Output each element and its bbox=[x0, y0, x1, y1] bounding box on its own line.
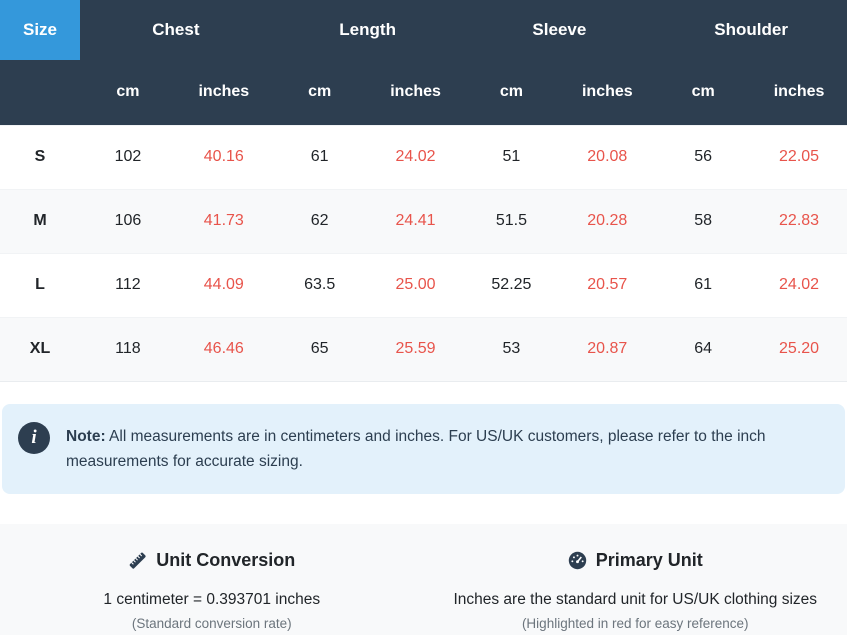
gauge-icon bbox=[568, 551, 587, 570]
sleeve-in-value: 20.28 bbox=[587, 212, 628, 229]
chest-cm-value: 102 bbox=[114, 148, 142, 165]
table-row-xl: XL 118 46.46 65 25.59 53 20.87 64 25.20 bbox=[0, 317, 847, 381]
group-header-chest: Chest bbox=[80, 0, 272, 60]
primary-unit-title-text: Primary Unit bbox=[595, 549, 703, 570]
sleeve-cm-value: 51.5 bbox=[495, 212, 527, 229]
shoulder-cm-value: 61 bbox=[694, 276, 713, 293]
note-body: All measurements are in centimeters and … bbox=[66, 427, 766, 470]
sleeve-cm-value: 52.25 bbox=[491, 276, 532, 293]
size-label: S bbox=[34, 148, 46, 165]
shoulder-in-value: 25.20 bbox=[779, 340, 820, 357]
table-row-m: M 106 41.73 62 24.41 51.5 20.28 58 22.83 bbox=[0, 189, 847, 253]
sleeve-in-value: 20.87 bbox=[587, 340, 628, 357]
unit-conversion-column: Unit Conversion 1 centimeter = 0.393701 … bbox=[0, 550, 424, 635]
group-header-shoulder: Shoulder bbox=[655, 0, 847, 60]
unit-header-chest-cm: cm bbox=[80, 60, 176, 125]
unit-conversion-title-text: Unit Conversion bbox=[156, 549, 296, 570]
group-header-sleeve: Sleeve bbox=[463, 0, 656, 60]
table-row-l: L 112 44.09 63.5 25.00 52.25 20.57 61 24… bbox=[0, 253, 847, 317]
chest-in-value: 46.46 bbox=[203, 340, 244, 357]
primary-unit-text: Inches are the standard unit for US/UK c… bbox=[453, 590, 818, 608]
unit-header-sleeve-cm: cm bbox=[463, 60, 560, 125]
note-label: Note: bbox=[66, 427, 106, 445]
length-in-value: 25.00 bbox=[395, 276, 436, 293]
unit-header-shoulder-inches: inches bbox=[751, 60, 847, 125]
length-in-value: 24.41 bbox=[395, 212, 436, 229]
length-in-value: 25.59 bbox=[395, 340, 436, 357]
shoulder-in-value: 24.02 bbox=[779, 276, 820, 293]
shoulder-cm-value: 58 bbox=[694, 212, 713, 229]
shoulder-in-value: 22.05 bbox=[779, 148, 820, 165]
unit-header-shoulder-cm: cm bbox=[655, 60, 752, 125]
size-label: L bbox=[35, 276, 45, 293]
note-text: Note: All measurements are in centimeter… bbox=[66, 422, 786, 474]
length-in-value: 24.02 bbox=[395, 148, 436, 165]
chest-in-value: 41.73 bbox=[203, 212, 244, 229]
shoulder-cm-value: 56 bbox=[694, 148, 713, 165]
unit-header-chest-inches: inches bbox=[175, 60, 272, 125]
shoulder-cm-value: 64 bbox=[694, 340, 713, 357]
size-column-header[interactable]: Size bbox=[0, 0, 80, 60]
size-chart-table: Size Chest Length Sleeve Shoulder cm inc… bbox=[0, 0, 847, 381]
chest-cm-value: 118 bbox=[115, 340, 141, 357]
sleeve-in-value: 20.08 bbox=[587, 148, 628, 165]
sleeve-in-value: 20.57 bbox=[587, 276, 628, 293]
ruler-icon bbox=[128, 551, 147, 570]
table-header: Size Chest Length Sleeve Shoulder cm inc… bbox=[0, 0, 847, 125]
chest-in-value: 44.09 bbox=[203, 276, 244, 293]
length-cm-value: 63.5 bbox=[304, 276, 336, 293]
chest-cm-value: 106 bbox=[114, 212, 142, 229]
unit-conversion-title: Unit Conversion bbox=[128, 550, 295, 571]
info-icon: i bbox=[18, 421, 50, 454]
size-label: XL bbox=[29, 340, 51, 357]
conversion-rate-text: 1 centimeter = 0.393701 inches bbox=[103, 590, 321, 608]
unit-header-sleeve-inches: inches bbox=[559, 60, 656, 125]
primary-unit-subtext: (Highlighted in red for easy reference) bbox=[521, 615, 749, 631]
measurement-note: i Note: All measurements are in centimet… bbox=[2, 403, 845, 494]
conversion-rate-subtext: (Standard conversion rate) bbox=[131, 615, 292, 631]
primary-unit-title: Primary Unit bbox=[568, 550, 703, 571]
length-cm-value: 65 bbox=[310, 340, 329, 357]
size-label: M bbox=[33, 212, 47, 229]
group-header-length: Length bbox=[271, 0, 464, 60]
chest-in-value: 40.16 bbox=[203, 148, 244, 165]
primary-unit-column: Primary Unit Inches are the standard uni… bbox=[424, 550, 847, 635]
shoulder-in-value: 22.83 bbox=[779, 212, 820, 229]
length-cm-value: 61 bbox=[310, 148, 329, 165]
chest-cm-value: 112 bbox=[115, 276, 141, 293]
table-row-s: S 102 40.16 61 24.02 51 20.08 56 22.05 bbox=[0, 125, 847, 189]
unit-header-length-cm: cm bbox=[271, 60, 368, 125]
sleeve-cm-value: 51 bbox=[502, 148, 521, 165]
unit-header-empty bbox=[0, 60, 80, 125]
length-cm-value: 62 bbox=[310, 212, 329, 229]
footer-info-section: Unit Conversion 1 centimeter = 0.393701 … bbox=[0, 523, 847, 635]
sleeve-cm-value: 53 bbox=[502, 340, 521, 357]
unit-header-length-inches: inches bbox=[367, 60, 464, 125]
